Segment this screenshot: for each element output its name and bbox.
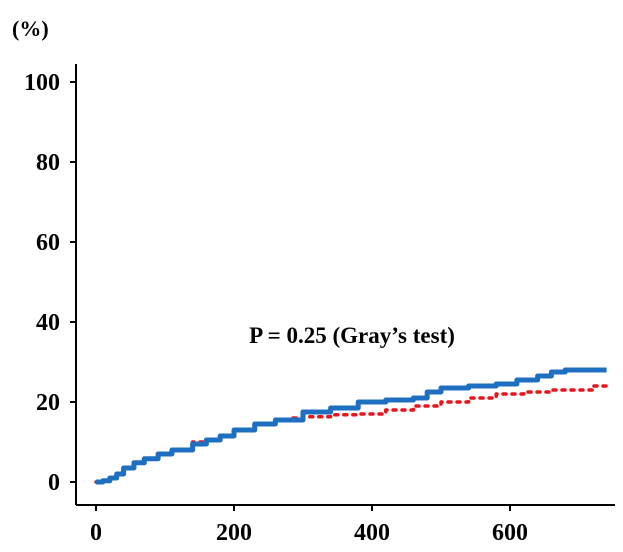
axes: 0 20 40 60 80 100 0 200 400 600 [24, 64, 615, 546]
y-tick-label: 20 [36, 390, 60, 416]
y-tick-label: 60 [36, 230, 60, 256]
x-tick-label: 200 [216, 520, 252, 546]
y-tick-label: 0 [48, 470, 60, 496]
y-tick-label: 40 [36, 310, 60, 336]
p-value-annotation: P = 0.25 (Gray’s test) [249, 323, 455, 348]
y-tick-label: 100 [24, 70, 60, 96]
x-tick-label: 0 [90, 520, 102, 546]
x-tick-label: 600 [492, 520, 528, 546]
y-tick-label: 80 [36, 150, 60, 176]
series-line-solid [96, 367, 607, 485]
series-line-dotted [94, 382, 609, 484]
x-tick-label: 400 [354, 520, 390, 546]
y-unit-label: (%) [12, 16, 49, 41]
series-layer [94, 367, 609, 485]
